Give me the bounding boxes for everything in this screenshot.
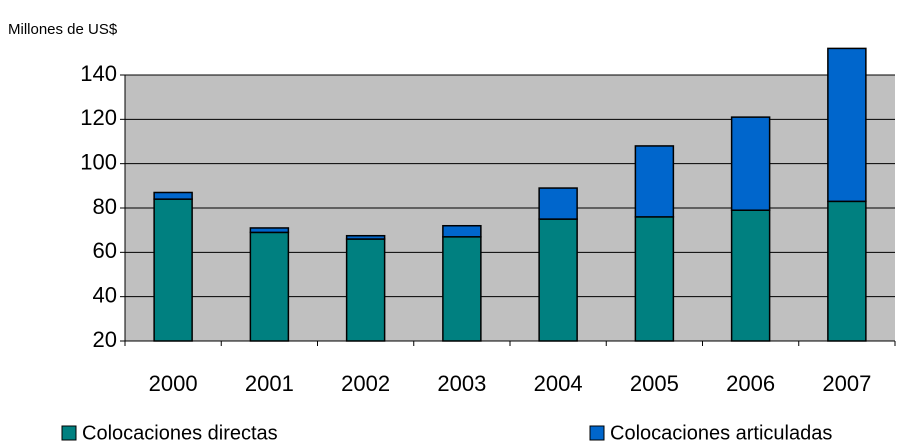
x-tick-label: 2002 [341, 371, 390, 396]
y-tick-label: 140 [80, 61, 117, 86]
y-tick-label: 80 [93, 194, 117, 219]
y-tick-label: 20 [93, 327, 117, 352]
bar-segment [345, 234, 386, 240]
bar-segment [634, 216, 675, 342]
x-tick-label: 2001 [245, 371, 294, 396]
y-tick-label: 100 [80, 149, 117, 174]
x-tick-label: 2005 [630, 371, 679, 396]
legend-label: Colocaciones directas [82, 422, 278, 443]
bar-segment [827, 47, 867, 203]
bar-segment [153, 198, 193, 342]
bar-segment [827, 200, 867, 342]
y-tick-label: 120 [80, 105, 117, 130]
bar-segment [249, 227, 290, 234]
bar-segment [538, 218, 578, 342]
bar-segment [249, 231, 290, 342]
y-axis-label: Millones de US$ [8, 21, 118, 38]
bar-segment [730, 209, 771, 342]
bar-segment [730, 116, 771, 211]
bar-segment [442, 236, 482, 342]
legend-swatch [589, 425, 605, 441]
y-tick-label: 60 [93, 238, 117, 263]
bar-segment [538, 187, 578, 220]
legend-swatch [61, 425, 77, 441]
bar-segment [634, 145, 675, 218]
bar-segment [442, 224, 482, 238]
y-tick-label: 40 [93, 282, 117, 307]
x-tick-label: 2007 [822, 371, 871, 396]
x-tick-label: 2004 [534, 371, 583, 396]
x-tick-label: 2003 [437, 371, 486, 396]
bar-segment [345, 238, 386, 342]
bar-segment [153, 191, 193, 200]
x-tick-label: 2000 [149, 371, 198, 396]
legend-label: Colocaciones articuladas [610, 422, 832, 443]
x-tick-label: 2006 [726, 371, 775, 396]
